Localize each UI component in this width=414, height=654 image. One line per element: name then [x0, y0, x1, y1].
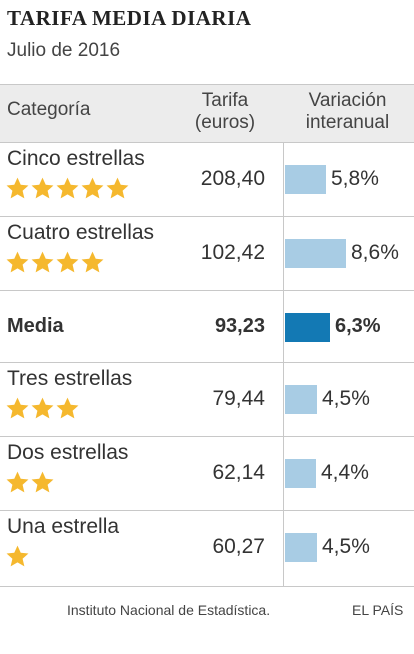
- variacion-bar: [285, 313, 330, 342]
- variacion-bar: [285, 533, 317, 562]
- star-icon: [106, 177, 129, 199]
- star-icon: [56, 251, 79, 273]
- tarifa-value: 93,23: [214, 315, 265, 337]
- table-row: Una estrella 60,27 4,5%: [0, 510, 414, 585]
- variacion-bar: [285, 165, 326, 194]
- header-tarifa: Tarifa (euros): [185, 90, 265, 134]
- variacion-bar: [285, 459, 316, 488]
- star-icon: [6, 251, 29, 273]
- table-row-media: Media 93,23 6,3%: [0, 290, 414, 361]
- star-icon: [56, 177, 79, 199]
- tarifa-value: 208,40: [200, 167, 265, 190]
- star-icon: [31, 397, 54, 419]
- star-icon: [31, 471, 54, 493]
- chart-subtitle: Julio de 2016: [7, 40, 121, 61]
- star-icon: [6, 545, 29, 567]
- tarifa-value: 60,27: [212, 535, 265, 558]
- variacion-label: 4,5%: [322, 387, 370, 410]
- star-rating: [5, 250, 105, 276]
- table-row: Dos estrellas 62,14 4,4%: [0, 436, 414, 511]
- header-tarifa-line2: (euros): [194, 112, 256, 133]
- variacion-label: 4,4%: [321, 461, 369, 484]
- variacion-label: 5,8%: [331, 167, 379, 190]
- chart-title: TARIFA MEDIA DIARIA: [7, 6, 252, 30]
- table-header: Categoría Tarifa (euros) Variación inter…: [0, 84, 414, 143]
- star-rating: [5, 176, 130, 202]
- category-label: Cinco estrellas: [7, 147, 145, 170]
- tarifa-value: 62,14: [212, 461, 265, 484]
- star-icon: [81, 251, 104, 273]
- variacion-label: 8,6%: [351, 241, 399, 264]
- header-variacion-line2: interanual: [305, 112, 390, 133]
- variacion-label: 6,3%: [335, 315, 381, 337]
- star-rating: [5, 470, 55, 496]
- category-label: Dos estrellas: [7, 441, 129, 464]
- source-note: Instituto Nacional de Estadística.: [67, 602, 271, 618]
- tarifa-value: 79,44: [212, 387, 265, 410]
- variacion-bar: [285, 385, 317, 414]
- header-tarifa-line1: Tarifa: [201, 90, 249, 111]
- table-row: Tres estrellas 79,44 4,5%: [0, 362, 414, 437]
- variacion-bar: [285, 239, 346, 268]
- tarifa-value: 102,42: [200, 241, 265, 264]
- star-icon: [31, 251, 54, 273]
- table-row: Cuatro estrellas 102,42 8,6%: [0, 216, 414, 291]
- category-label: Cuatro estrellas: [7, 221, 155, 244]
- star-icon: [31, 177, 54, 199]
- publisher-brand: EL PAÍS: [352, 602, 404, 618]
- category-label: Una estrella: [7, 515, 120, 538]
- star-icon: [56, 397, 79, 419]
- star-icon: [6, 471, 29, 493]
- footer-divider: [0, 586, 414, 587]
- star-icon: [6, 397, 29, 419]
- table-row: Cinco estrellas 208,40 5,8%: [0, 142, 414, 217]
- star-rating: [5, 396, 80, 422]
- category-label: Tres estrellas: [7, 367, 133, 390]
- variacion-label: 4,5%: [322, 535, 370, 558]
- header-variacion: Variación interanual: [285, 90, 410, 134]
- star-icon: [81, 177, 104, 199]
- star-rating: [5, 544, 30, 570]
- column-divider: [283, 142, 284, 586]
- category-label: Media: [7, 315, 64, 337]
- star-icon: [6, 177, 29, 199]
- header-category: Categoría: [7, 99, 91, 120]
- header-variacion-line1: Variación: [308, 90, 387, 111]
